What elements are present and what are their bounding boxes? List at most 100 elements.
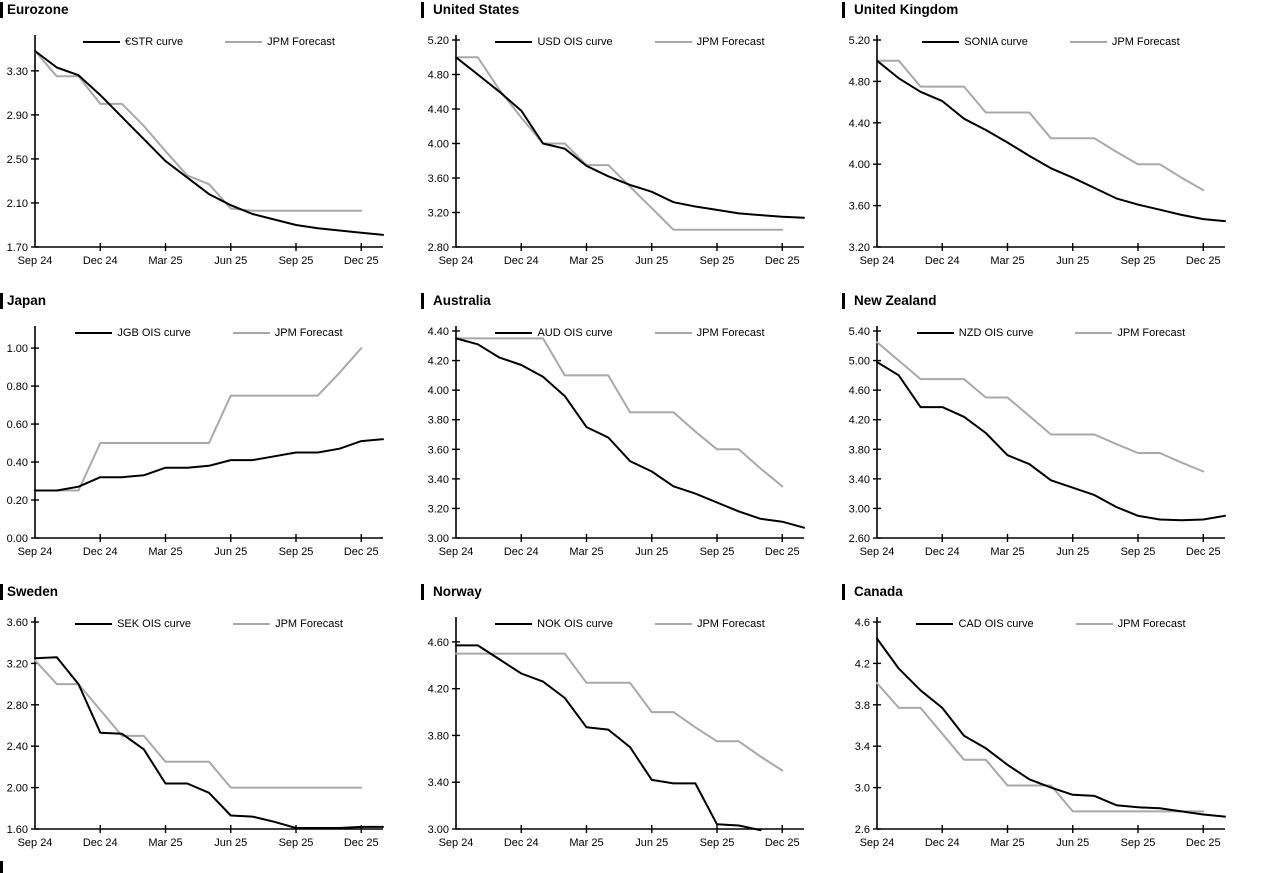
x-tick-label: Dec 25 [344,837,379,849]
x-tick-label: Dec 25 [344,546,379,558]
x-tick-label: Mar 25 [569,837,603,849]
chart-panel-norway: Norway NOK OIS curve JPM Forecast 4.60 4.… [421,570,842,873]
y-tick-label: 4.2 [855,658,870,670]
chart-area: €STR curve JPM Forecast 3.30 2.90 2.50 2.10… [0,22,421,287]
x-tick-label: Sep 25 [700,546,735,558]
x-tick-label: Jun 25 [214,837,247,849]
chart-title-row: Australia [421,291,842,313]
y-tick-label: 3.40 [849,474,870,486]
y-tick-label: 3.80 [849,444,870,456]
chart-title: New Zealand [854,293,937,308]
series-forecast-line [876,341,1205,473]
x-tick-label: Sep 25 [700,837,735,849]
chart-panel-new-zealand: New Zealand NZD OIS curve JPM Forecast 5… [842,285,1264,570]
x-tick-label: Sep 24 [439,255,474,267]
y-tick-label: 1.60 [7,824,28,836]
y-tick-labels: 3.30 2.90 2.50 2.10 1.70 [7,66,39,254]
chart-title-row: Canada [842,582,1264,604]
x-tick-label: Dec 24 [925,255,960,267]
series-curve-line [876,59,1226,223]
y-tick-label: 4.40 [428,104,449,116]
series-curve-line [34,50,384,236]
chart-area: CAD OIS curve JPM Forecast 4.6 4.2 3.8 3.4 3… [842,604,1263,869]
series-curve-line [455,644,762,832]
y-tick-label: 0.80 [7,381,28,393]
chart-title: Canada [854,584,903,599]
axes [34,617,383,830]
x-tick-label: Jun 25 [1056,546,1089,558]
y-tick-label: 2.80 [7,700,28,712]
series-forecast-line [455,652,784,772]
chart-title: Sweden [7,584,59,599]
title-accent-bar [842,293,845,309]
x-tick-label: Sep 24 [18,546,53,558]
y-tick-labels: 5.40 5.00 4.60 4.20 3.80 3.40 3.00 2.60 [849,326,881,545]
chart-panel-japan: Japan JGB OIS curve JPM Forecast 1.00 0.8… [0,285,421,570]
series-curve-line [455,56,805,219]
y-tick-label: 3.40 [428,474,449,486]
chart-title-row: Sweden [0,582,421,604]
axes [876,617,1225,830]
x-tick-labels: Sep 24 Dec 24 Mar 25 Jun 25 Sep 25 Dec 25 [18,534,379,558]
series-curve-line [34,656,384,829]
y-tick-label: 3.20 [428,208,449,220]
chart-panel-united-kingdom: United Kingdom SONIA curve JPM Forecast … [842,0,1264,285]
x-tick-labels: Sep 24 Dec 24 Mar 25 Jun 25 Sep 25 Dec 25 [18,825,379,849]
x-tick-label: Jun 25 [635,837,668,849]
x-tick-label: Mar 25 [990,837,1024,849]
x-tick-label: Dec 25 [1186,255,1221,267]
x-tick-label: Dec 24 [504,546,539,558]
y-tick-label: 4.00 [428,385,449,397]
series-forecast-line [34,347,363,492]
series-curve-line [455,337,805,529]
y-tick-label: 5.40 [849,326,870,338]
y-tick-label: 3.20 [428,503,449,515]
y-tick-label: 5.20 [428,35,449,47]
axes [876,35,1225,248]
title-accent-bar [0,584,3,600]
y-tick-labels: 5.20 4.80 4.40 4.00 3.60 3.20 2.80 [428,35,460,254]
chart-title-row: United Kingdom [842,0,1264,22]
y-tick-labels: 4.60 4.20 3.80 3.40 3.00 [428,637,460,836]
x-tick-label: Mar 25 [569,255,603,267]
y-tick-label: 3.00 [428,824,449,836]
title-accent-bar [0,293,3,309]
y-tick-labels: 4.6 4.2 3.8 3.4 3.0 2.6 [855,617,881,836]
x-tick-label: Dec 24 [925,837,960,849]
x-tick-label: Jun 25 [1056,837,1089,849]
y-tick-labels: 1.00 0.80 0.60 0.40 0.20 0.00 [7,343,39,545]
axes [34,35,383,248]
y-tick-label: 3.00 [849,503,870,515]
x-tick-label: Jun 25 [635,546,668,558]
y-tick-label: 3.00 [428,533,449,545]
title-accent-bar [421,293,424,309]
x-tick-labels: Sep 24 Dec 24 Mar 25 Jun 25 Sep 25 Dec 25 [18,243,379,267]
y-tick-label: 3.20 [849,242,870,254]
x-tick-label: Dec 24 [83,255,118,267]
series-forecast-line [34,50,363,212]
chart-area: SEK OIS curve JPM Forecast 3.60 3.20 2.80 2… [0,604,421,869]
y-tick-label: 4.80 [849,76,870,88]
y-tick-label: 0.40 [7,457,28,469]
chart-panel-united-states: United States USD OIS curve JPM Forecast… [421,0,842,285]
chart-title: United Kingdom [854,2,959,17]
chart-area: AUD OIS curve JPM Forecast 4.40 4.20 4.00 3… [421,313,842,578]
y-tick-label: 0.60 [7,419,28,431]
chart-area: NOK OIS curve JPM Forecast 4.60 4.20 3.80 3… [421,604,842,869]
title-accent-bar [421,584,424,600]
y-tick-label: 3.80 [428,730,449,742]
chart-title-row: New Zealand [842,291,1264,313]
chart-area: SONIA curve JPM Forecast 5.20 4.80 4.40 4.0… [842,22,1263,287]
y-tick-label: 4.40 [849,118,870,130]
y-tick-label: 0.20 [7,495,28,507]
x-tick-label: Dec 24 [925,546,960,558]
y-tick-labels: 3.60 3.20 2.80 2.40 2.00 1.60 [7,617,39,836]
x-tick-labels: Sep 24 Dec 24 Mar 25 Jun 25 Sep 25 Dec 25 [860,243,1221,267]
